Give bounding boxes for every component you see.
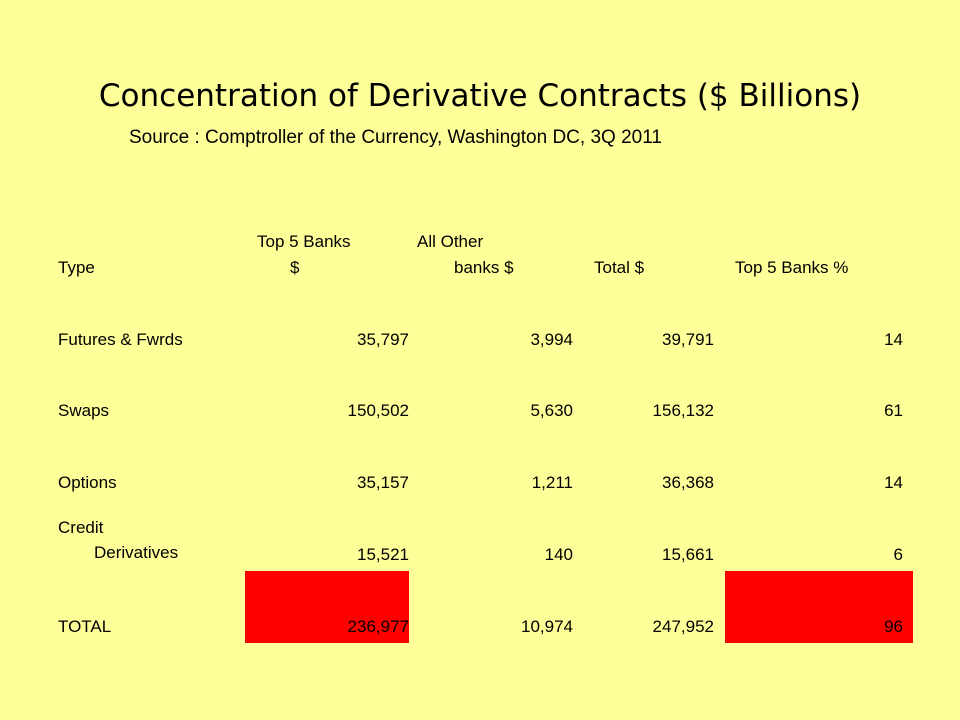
row-type-line1: Credit [58,518,104,537]
column-header-top5-line1: Top 5 Banks [257,232,351,251]
row-type: Options [58,473,117,492]
row-other-value: 5,630 [530,401,573,420]
column-header-total: Total $ [594,258,645,277]
row-other-value: 1,211 [531,473,573,492]
total-other-value: 10,974 [521,617,573,636]
column-header-top5-pct: Top 5 Banks % [735,258,849,277]
row-type-line2: Derivatives [94,543,179,562]
row-total-value: 39,791 [662,330,714,349]
highlight-total-top5 [245,571,409,643]
column-header-other-line2: banks $ [454,258,514,277]
slide-title: Concentration of Derivative Contracts ($… [98,78,862,114]
row-pct-value: 14 [884,473,903,492]
total-total-value: 247,952 [652,617,714,636]
row-total-value: 15,661 [662,545,714,564]
total-pct-value: 96 [884,617,903,636]
row-pct-value: 6 [893,545,903,564]
row-other-value: 3,994 [530,330,573,349]
row-pct-value: 14 [884,330,903,349]
row-type-total: TOTAL [58,617,112,636]
row-type: Futures & Fwrds [58,330,183,349]
row-top5-value: 35,157 [357,473,409,492]
column-header-type: Type [58,258,95,277]
highlight-total-pct [725,571,913,643]
row-other-value: 140 [544,545,573,564]
row-top5-value: 150,502 [347,401,409,420]
column-header-other-line1: All Other [417,232,484,251]
row-top5-value: 35,797 [357,330,409,349]
row-pct-value: 61 [884,401,903,420]
source-subtitle: Source : Comptroller of the Currency, Wa… [129,127,662,148]
column-header-top5-line2: $ [290,258,300,277]
row-type: Swaps [58,401,110,420]
row-top5-value: 15,521 [357,545,409,564]
row-total-value: 156,132 [652,401,714,420]
total-top5-value: 236,977 [347,617,409,636]
row-total-value: 36,368 [662,473,714,492]
